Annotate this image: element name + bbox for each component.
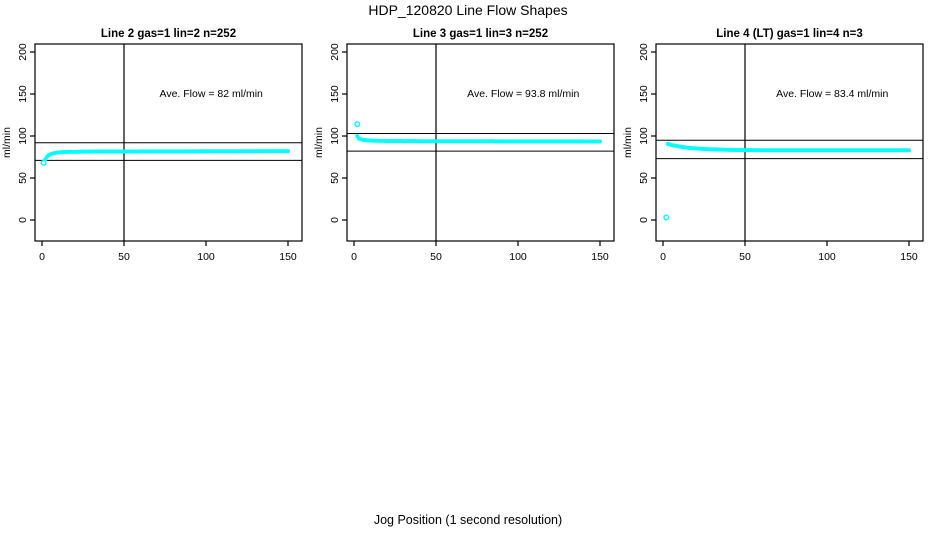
data-point (907, 148, 911, 153)
ave-flow-annotation: Ave. Flow = 83.4 ml/min (776, 88, 888, 100)
x-tick-label: 0 (39, 251, 45, 263)
y-tick-label: 50 (329, 172, 341, 184)
y-axis-title: ml/min (313, 127, 325, 158)
y-tick-label: 0 (17, 217, 29, 223)
y-axis-title: ml/min (1, 127, 13, 158)
y-tick-label: 100 (638, 127, 650, 145)
x-axis-label: Jog Position (1 second resolution) (374, 513, 562, 527)
y-tick-label: 100 (329, 127, 341, 145)
panel-title: Line 3 gas=1 lin=3 n=252 (413, 28, 548, 40)
chart-title: HDP_120820 Line Flow Shapes (368, 2, 567, 18)
plot-box (655, 43, 924, 242)
y-axis-title: ml/min (622, 127, 634, 158)
flow-panel-2: Line 3 gas=1 lin=3 n=252 0 50 100 150 200 ml/m… (313, 28, 615, 263)
x-tick-label: 0 (660, 251, 666, 263)
x-tick-label: 100 (818, 251, 836, 263)
x-tick-label: 50 (430, 251, 442, 263)
x-tick-label: 100 (509, 251, 527, 263)
y-tick-label: 200 (17, 43, 29, 61)
data-point (286, 149, 290, 154)
y-tick-label: 150 (638, 85, 650, 103)
x-tick-label: 50 (739, 251, 751, 263)
ave-flow-annotation: Ave. Flow = 93.8 ml/min (467, 88, 579, 100)
ave-flow-annotation: Ave. Flow = 82 ml/min (160, 88, 264, 100)
panel-title: Line 4 (LT) gas=1 lin=4 n=3 (716, 28, 862, 40)
y-tick-label: 50 (638, 172, 650, 184)
outlier-point (40, 159, 47, 166)
x-tick-label: 0 (351, 251, 357, 263)
y-tick-label: 150 (17, 85, 29, 103)
x-tick-label: 150 (900, 251, 918, 263)
flow-panel-3: Line 4 (LT) gas=1 lin=4 n=3 0 50 100 150 200 m… (622, 28, 924, 263)
y-tick-label: 100 (17, 127, 29, 145)
y-tick-label: 0 (638, 217, 650, 223)
y-tick-label: 150 (329, 85, 341, 103)
x-tick-label: 150 (279, 251, 297, 263)
flow-panel-1: Line 2 gas=1 lin=2 n=252 0 50 100 150 200 ml/m… (1, 28, 303, 263)
data-point (598, 139, 602, 144)
plot-box (346, 43, 615, 242)
y-tick-label: 50 (17, 172, 29, 184)
y-tick-label: 200 (329, 43, 341, 61)
outlier-point (354, 121, 361, 128)
panel-title: Line 2 gas=1 lin=2 n=252 (101, 28, 236, 40)
y-tick-label: 0 (329, 217, 341, 223)
x-tick-label: 50 (118, 251, 130, 263)
x-tick-label: 150 (591, 251, 609, 263)
x-tick-label: 100 (197, 251, 215, 263)
y-tick-label: 200 (638, 43, 650, 61)
outlier-point (663, 214, 670, 221)
panels-row: Line 2 gas=1 lin=2 n=252 0 50 100 150 200 ml/m… (1, 28, 924, 263)
